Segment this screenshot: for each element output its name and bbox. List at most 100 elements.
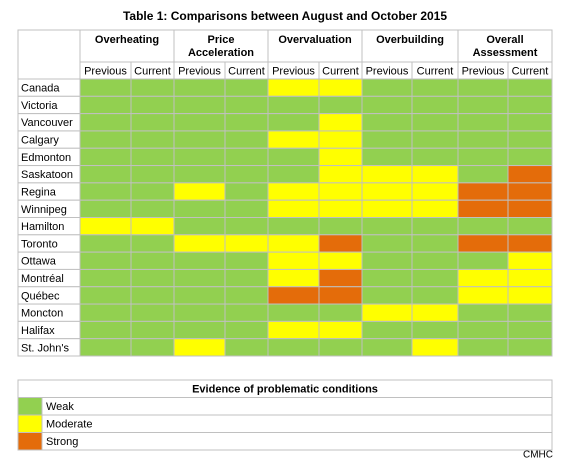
subheader: Previous [178,65,221,77]
level-cell [507,338,553,357]
level-cell [79,113,132,132]
level-cell [130,78,175,97]
subheader: Current [228,65,265,77]
group-header-cell [267,29,363,63]
level-cell [318,217,363,236]
city: Winnipeg [21,204,67,216]
level-cell [361,217,413,236]
level-cell [361,338,413,357]
level-cell [457,251,509,270]
city: Moncton [21,308,63,320]
level-cell [318,165,363,184]
level-cell [267,251,320,270]
legend-label: Strong [46,436,78,448]
group-header-cell [457,29,553,63]
city: St. John's [21,342,69,354]
level-cell [173,130,226,149]
level-cell [507,130,553,149]
level-cell [507,113,553,132]
level-cell [361,268,413,288]
level-cell [457,199,509,218]
level-cell [267,78,320,97]
level-cell [130,268,175,288]
city: Canada [21,83,60,95]
level-cell [411,286,459,305]
level-cell [411,182,459,201]
level-cell [507,217,553,236]
level-cell [173,234,226,253]
level-cell [507,234,553,253]
level-cell [173,199,226,218]
level-cell [130,217,175,236]
level-cell [224,182,269,201]
level-cell [224,268,269,288]
level-cell [361,165,413,184]
level-cell [173,113,226,132]
level-cell [361,199,413,218]
subheader: Previous [366,65,409,77]
level-cell [130,320,175,340]
level-cell [130,199,175,218]
level-cell [361,147,413,167]
level-cell [267,268,320,288]
level-cell [173,268,226,288]
level-cell [79,251,132,270]
city: Saskatoon [21,169,73,181]
level-cell [267,338,320,357]
level-cell [411,320,459,340]
level-cell [267,234,320,253]
level-cell [318,147,363,167]
level-cell [173,338,226,357]
level-cell [507,199,553,218]
level-cell [130,147,175,167]
level-cell [457,182,509,201]
legend-title: Evidence of problematic conditions [192,384,378,396]
level-cell [457,78,509,97]
level-cell [224,338,269,357]
level-cell [224,147,269,167]
group-header: Overvaluation [278,34,352,46]
group-header: Overheating [95,34,159,46]
level-cell [318,338,363,357]
level-cell [130,182,175,201]
legend-swatch [17,397,43,416]
level-cell [361,303,413,322]
header-cell [17,29,81,80]
level-cell [507,286,553,305]
level-cell [267,113,320,132]
level-cell [361,251,413,270]
level-cell [267,199,320,218]
level-cell [361,234,413,253]
city: Calgary [21,135,59,147]
level-cell [361,78,413,97]
level-cell [267,165,320,184]
level-cell [130,165,175,184]
legend-row [17,397,553,416]
level-cell [79,130,132,149]
level-cell [79,78,132,97]
table-title: Table 1: Comparisons between August and … [123,9,447,23]
legend-row [17,414,553,433]
level-cell [224,199,269,218]
level-cell [411,251,459,270]
level-cell [411,217,459,236]
level-cell [79,268,132,288]
level-cell [318,78,363,97]
level-cell [411,165,459,184]
level-cell [267,147,320,167]
level-cell [457,113,509,132]
level-cell [79,95,132,115]
level-cell [224,234,269,253]
city: Montréal [21,273,64,285]
level-cell [130,286,175,305]
level-cell [318,234,363,253]
level-cell [318,286,363,305]
level-cell [173,303,226,322]
subheader: Current [322,65,359,77]
level-cell [79,165,132,184]
level-cell [411,130,459,149]
level-cell [457,95,509,115]
level-cell [130,338,175,357]
level-cell [79,320,132,340]
level-cell [130,95,175,115]
